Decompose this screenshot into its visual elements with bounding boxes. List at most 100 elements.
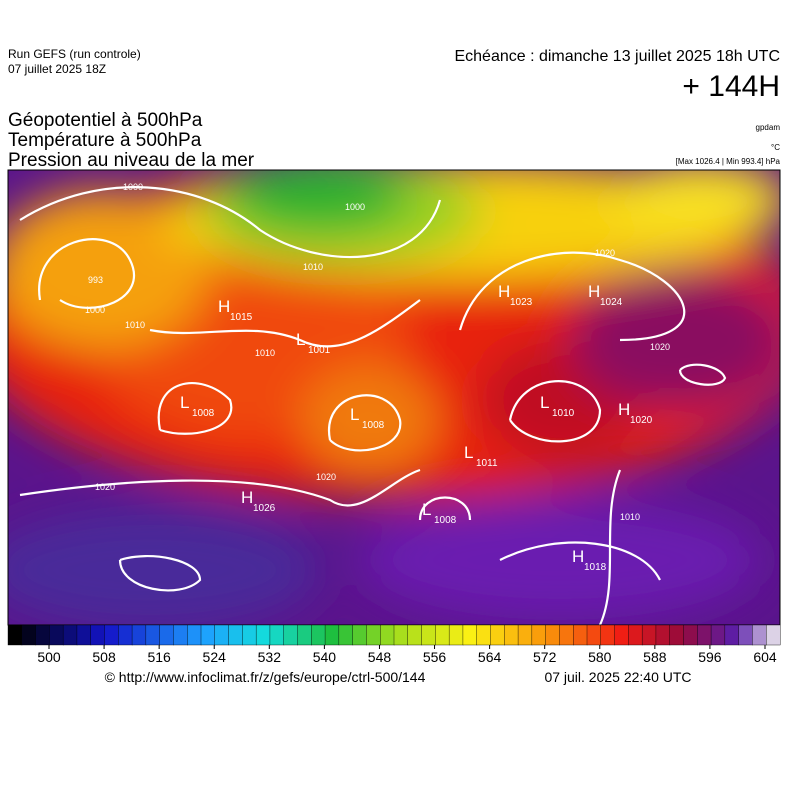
isobar-label: 1010 [303,262,323,272]
colorbar-swatch [683,624,698,646]
colorbar-swatch [338,624,354,646]
colorbar-swatch [393,624,409,646]
center-pressure: 1023 [510,297,533,308]
colorbar-swatch [476,624,492,646]
colorbar-swatch [641,624,657,646]
colorbar-swatch [324,624,340,646]
colorbar-swatch [559,624,574,646]
colorbar-swatch [352,624,367,646]
colorbar-swatch [214,624,230,646]
colorbar-label: 564 [478,649,502,665]
colorbar-swatch [7,624,23,646]
center-kind: L [464,443,473,462]
isobar-label: 1020 [595,248,615,258]
colorbar-label: 532 [258,649,282,665]
center-pressure: 1026 [253,503,276,514]
colorbar-swatch [517,624,533,646]
colorbar-swatch [766,624,781,646]
colorbar-swatch [21,624,37,646]
colorbar-swatch [62,624,78,646]
colorbar-swatch [407,624,423,646]
colorbar-swatch [697,624,712,646]
unit: [Max 1026.4 | Min 993.4] hPa [676,157,781,166]
center-pressure: 1008 [192,408,215,419]
center-kind: L [540,393,549,412]
center-kind: L [422,500,431,519]
colorbar-swatch [531,624,547,646]
colorbar-swatch [628,624,643,646]
colorbar-swatch [614,624,629,646]
isobar-label: 1020 [316,472,336,482]
colorbar-swatch [490,624,505,646]
title: Température à 500hPa [8,130,202,151]
colorbar-swatch [159,624,174,646]
colorbar-swatch [187,624,202,646]
isobar-label: 1010 [125,320,145,330]
isobar-label: 993 [88,275,103,285]
isobar-label: 1020 [95,482,115,492]
lead-time: + 144H [682,70,780,103]
colorbar-swatch [738,624,753,646]
colorbar-swatch [724,624,740,646]
colorbar-swatch [255,624,271,646]
colorbar-swatch [435,624,450,646]
colorbar-label: 500 [37,649,61,665]
unit: gpdam [756,123,781,132]
isobar-label: 1010 [255,348,275,358]
center-kind: L [350,405,359,424]
center-pressure: 1018 [584,562,607,573]
colorbar-swatch [35,624,50,646]
colorbar-swatch [448,624,464,646]
isobar-label: 1020 [650,342,670,352]
colorbar-label: 524 [203,649,227,665]
colorbar-swatch [600,624,616,646]
colorbar-swatch [421,624,436,646]
colorbar-swatch [283,624,299,646]
colorbar-swatch [462,624,478,646]
colorbar-swatch [269,624,285,646]
colorbar-swatch [366,624,381,646]
colorbar-swatch [655,624,671,646]
colorbar-label: 596 [698,649,722,665]
title: Géopotentiel à 500hPa [8,110,203,131]
isobar-label: 1000 [345,202,365,212]
map [8,170,780,625]
colorbar-swatch [104,624,119,646]
colorbar-label: 572 [533,649,557,665]
colorbar-swatch [545,624,560,646]
center-kind: H [498,282,510,301]
issued: 07 juil. 2025 22:40 UTC [544,669,691,685]
center-kind: L [180,393,189,412]
colorbar-swatch [118,624,133,646]
center-kind: H [218,297,230,316]
center-kind: L [296,330,305,349]
colorbar-swatch [504,624,519,646]
colorbar-label: 556 [423,649,447,665]
center-kind: H [588,282,600,301]
colorbar-swatch [200,624,216,646]
colorbar-label: 580 [588,649,612,665]
colorbar-label: 508 [92,649,116,665]
colorbar-swatch [573,624,588,646]
isobar-label: 1000 [123,182,143,192]
colorbar-label: 516 [147,649,171,665]
colorbar-swatch [228,624,243,646]
colorbar-label: 588 [643,649,667,665]
isobar-label: 1000 [85,305,105,315]
source: © http://www.infoclimat.fr/z/gefs/europe… [105,669,426,685]
colorbar-swatch [173,624,188,646]
isobar-label: 1010 [620,512,640,522]
colorbar-swatch [752,624,767,646]
center-pressure: 1001 [308,345,331,356]
run-date: 07 juillet 2025 18Z [8,62,106,76]
center-pressure: 1010 [552,408,575,419]
colorbar-swatch [242,624,257,646]
center-pressure: 1008 [362,420,385,431]
unit: °C [771,143,780,152]
center-kind: H [241,488,253,507]
colorbar-swatch [297,624,312,646]
center-kind: H [618,400,630,419]
colorbar-label: 540 [313,649,337,665]
colorbar-swatch [380,624,395,646]
